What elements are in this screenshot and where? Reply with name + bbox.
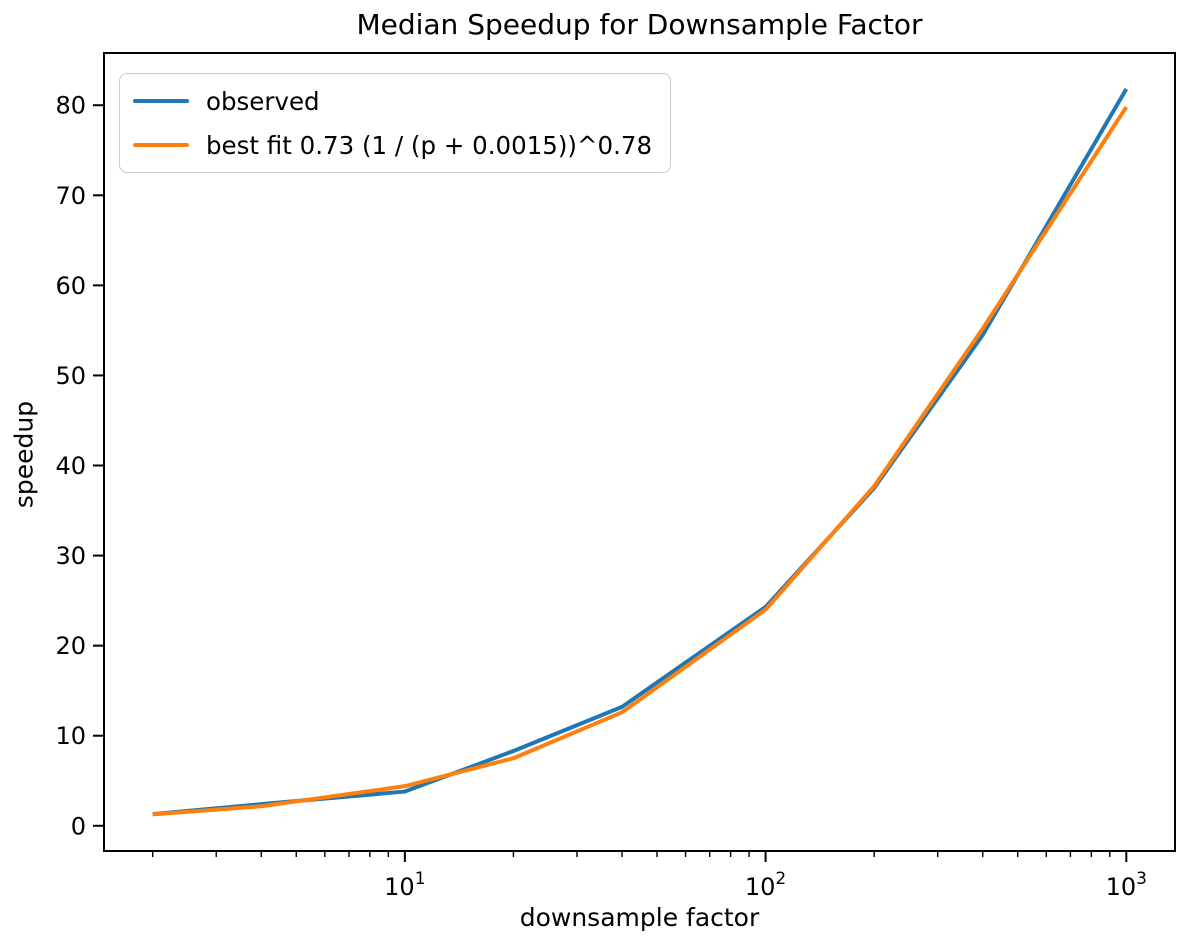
x-axis-label: downsample factor: [519, 903, 760, 932]
y-tick-label: 40: [55, 452, 86, 480]
y-tick-label: 10: [55, 722, 86, 750]
x-tick-label: 101: [384, 869, 425, 901]
y-tick-label: 60: [55, 272, 86, 300]
legend-line-swatch: [133, 98, 189, 104]
series-line-0: [152, 88, 1129, 817]
y-tick-label: 0: [71, 812, 86, 840]
y-tick-label: 70: [55, 182, 86, 210]
legend-label: best fit 0.73 (1 / (p + 0.0015))^0.78: [206, 130, 653, 160]
legend-box: observed best fit 0.73 (1 / (p + 0.0015))…: [119, 73, 672, 173]
y-tick-label: 30: [55, 542, 86, 570]
y-tick-label: 20: [55, 632, 86, 660]
x-tick-label: 102: [745, 869, 786, 901]
legend-entry: best fit 0.73 (1 / (p + 0.0015))^0.78: [133, 128, 652, 162]
legend-label: observed: [206, 86, 320, 116]
chart-title: Median Speedup for Downsample Factor: [356, 8, 923, 41]
y-tick-label: 50: [55, 362, 86, 390]
legend-line-swatch: [133, 142, 189, 148]
x-tick-label: 103: [1106, 869, 1147, 901]
legend-entry: observed: [133, 84, 652, 118]
series-line-1: [152, 105, 1128, 817]
y-axis-label: speedup: [9, 400, 39, 509]
y-tick-label: 80: [55, 92, 86, 120]
plot-spines: [103, 52, 1176, 852]
